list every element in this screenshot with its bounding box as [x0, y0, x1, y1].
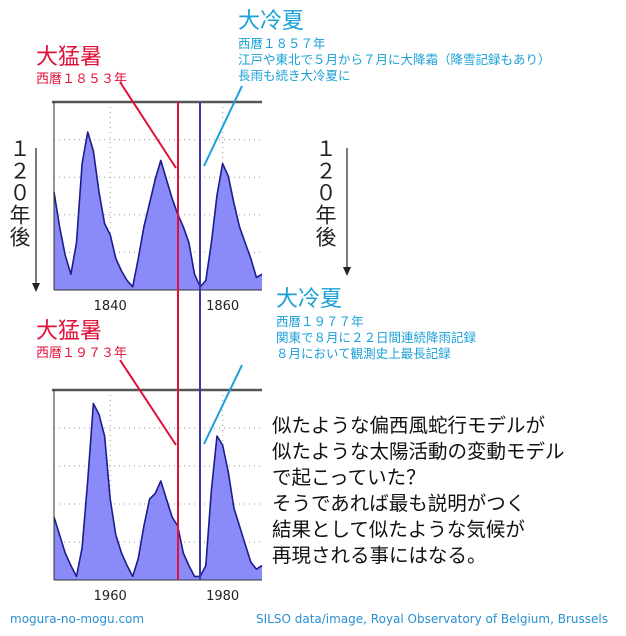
bottom-hot-subtitle: 西暦１９７３年 — [36, 346, 128, 361]
top-chart: 1840 1860 — [52, 100, 263, 314]
bottom-cold-line-3: ８月において観測史上最長記録 — [276, 346, 451, 361]
right-years-later-label: １２０年後 — [313, 138, 337, 248]
right-arrow-head — [343, 267, 351, 276]
bottom-chart: 1960 1980 — [52, 388, 263, 604]
bottom-hot-title: 大猛暑 — [36, 319, 103, 344]
comment-line-3: で起こっていた？ — [272, 466, 426, 489]
series-area — [54, 403, 262, 580]
top-hot-title: 大猛暑 — [36, 45, 103, 70]
top-hot-leader — [119, 81, 177, 169]
x-tick-label: 1960 — [94, 589, 127, 604]
x-tick-label: 1840 — [94, 299, 127, 314]
comment-line-4: そうであれば最も説明がつく — [272, 492, 526, 515]
site-credit: mogura-no-mogu.com — [10, 612, 145, 626]
top-cold-line-1: 西暦１８５７年 — [238, 36, 326, 51]
bottom-cold-leader — [203, 364, 243, 445]
x-tick-label: 1980 — [206, 589, 239, 604]
comment-line-2: 似たような太陽活動の変動モデル — [272, 440, 565, 463]
bottom-cold-line-1: 西暦１９７７年 — [276, 314, 364, 329]
x-tick-label: 1860 — [206, 299, 239, 314]
comment-line-5: 結果として似たような気候が — [272, 518, 525, 541]
left-years-later-label: １２０年後 — [7, 138, 31, 248]
comment-line-6: 再現される事にはなる。 — [272, 544, 487, 567]
comment-line-1: 似たような偏西風蛇行モデルが — [272, 414, 546, 437]
bottom-hot-leader — [119, 359, 177, 446]
data-source-credit: SILSO data/image, Royal Observatory of B… — [256, 612, 608, 626]
overlay-lines — [32, 81, 351, 580]
top-cold-line-2: 江戸や東北で５月から７月に大降霜（降雪記録もあり） — [238, 52, 551, 67]
series-area — [54, 132, 262, 290]
left-arrow-head — [32, 283, 40, 292]
bottom-cold-line-2: 関東で８月に２２日間連続降雨記録 — [276, 330, 477, 345]
series-line — [53, 402, 263, 578]
top-cold-line-3: 長雨も続き大冷夏に — [238, 68, 351, 83]
top-cold-title: 大冷夏 — [238, 9, 305, 34]
top-cold-leader — [203, 85, 243, 167]
bottom-cold-title: 大冷夏 — [276, 287, 343, 312]
top-hot-subtitle: 西暦１８５３年 — [36, 72, 128, 87]
series-line — [53, 131, 263, 288]
